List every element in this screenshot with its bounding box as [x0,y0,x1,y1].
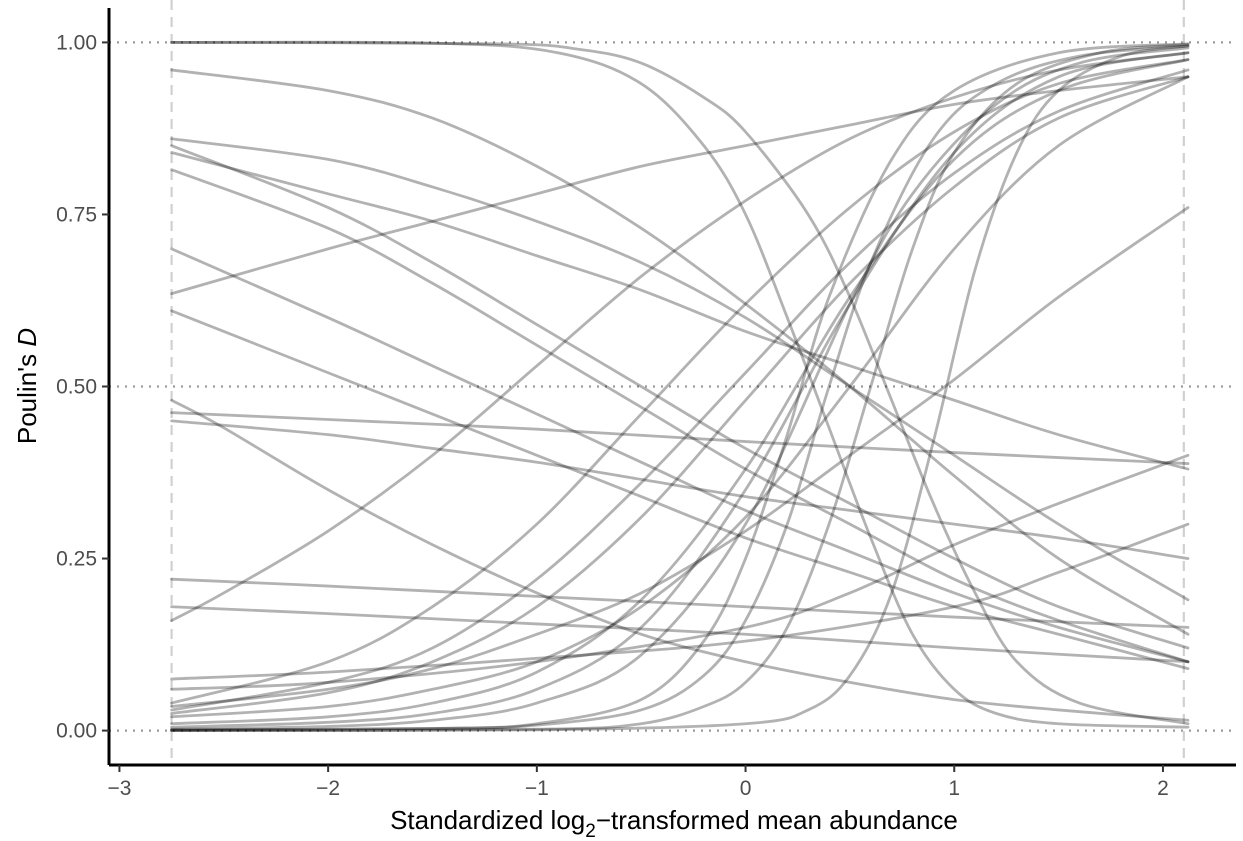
x-tick-label: −1 [525,777,549,800]
x-tick-label: −3 [107,777,131,800]
series-line [170,168,1190,664]
x-axis-title-subscript: 2 [585,821,596,841]
series-line [170,68,1190,712]
y-tick-label: 0.25 [56,548,97,571]
y-axis-title-pre: Poulin's [12,347,42,444]
series-line [170,605,1190,664]
y-axis-title-italic: D [12,328,42,347]
x-axis-title: Standardized log2−transformed mean abund… [390,805,958,841]
series-line [170,44,1190,733]
series-line [170,398,1190,722]
series-line [170,75,1190,715]
tick-marks [102,41,1164,772]
series-line [170,51,1190,729]
y-tick-label: 0.75 [56,203,97,226]
y-axis-title: Poulin's D [12,328,42,444]
series-line [170,206,1190,708]
series-line [170,75,1190,295]
series-line [170,411,1190,465]
series-line [170,151,1190,471]
reference-lines [109,0,1236,765]
series-line [170,40,1190,729]
x-axis-title-pre: Standardized log [390,805,585,835]
series-line [170,42,1190,732]
series-line [170,144,1190,650]
series-line [170,43,1190,732]
x-tick-label: 1 [948,777,960,800]
series-line [170,58,1190,726]
series-line [170,137,1190,602]
series-lines [170,40,1190,733]
series-line [170,247,1190,664]
series-line [170,309,1190,671]
y-tick-label: 0.50 [56,376,97,399]
series-line [170,419,1190,560]
y-tick-label: 1.00 [56,31,97,54]
series-line [170,453,1190,691]
series-line [170,46,1190,731]
x-tick-label: −2 [316,777,340,800]
series-line [170,68,1190,636]
series-line [170,577,1190,629]
series-line [170,51,1190,622]
x-axis-title-post: −transformed mean abundance [596,805,958,835]
y-tick-label: 0.00 [56,720,97,743]
x-tick-label: 0 [740,777,752,800]
series-line [170,58,1190,705]
series-line [170,75,1190,719]
series-line [170,41,1190,726]
tick-labels: −3 −2 −1 0 1 2 0.00 0.25 0.50 0.75 1.00 [56,31,1169,800]
series-line [170,522,1190,681]
series-line [170,44,1190,732]
x-tick-label: 2 [1157,777,1169,800]
